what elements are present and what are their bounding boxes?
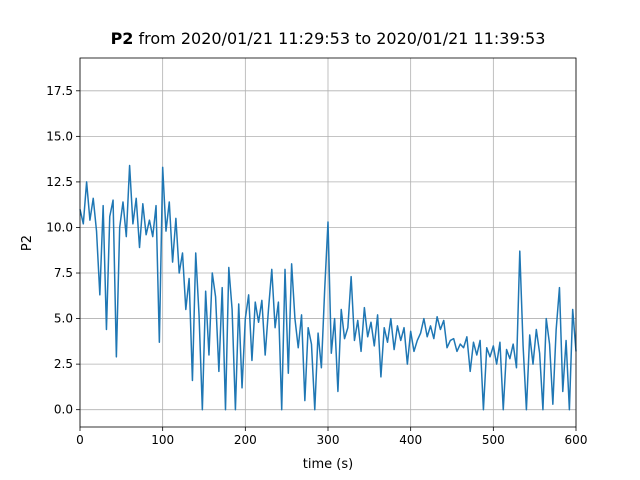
- y-tick-label: 2.5: [54, 357, 73, 371]
- x-axis-label: time (s): [303, 457, 353, 472]
- y-tick-label: 12.5: [46, 175, 73, 189]
- plot-frame: [79, 57, 577, 428]
- y-tick-label: 7.5: [54, 266, 73, 280]
- x-tick-label: 300: [317, 433, 340, 447]
- chart-title: P2 from 2020/01/21 11:29:53 to 2020/01/2…: [111, 29, 546, 48]
- y-tick-label: 0.0: [54, 403, 73, 417]
- x-tick-label: 500: [482, 433, 505, 447]
- x-tick-label: 200: [234, 433, 257, 447]
- data-line: [79, 164, 577, 411]
- y-tick-label: 5.0: [54, 312, 73, 326]
- title-range: from 2020/01/21 11:29:53 to 2020/01/21 1…: [139, 29, 546, 48]
- y-axis-label: P2: [20, 235, 35, 251]
- x-tick-label: 600: [565, 433, 588, 447]
- x-tick-label: 100: [151, 433, 174, 447]
- x-tick-label: 0: [76, 433, 84, 447]
- x-tick-label: 400: [399, 433, 422, 447]
- y-tick-label: 15.0: [46, 129, 73, 143]
- title-series: P2: [111, 29, 134, 48]
- y-tick-label: 10.0: [46, 220, 73, 234]
- y-tick-label: 17.5: [46, 84, 73, 98]
